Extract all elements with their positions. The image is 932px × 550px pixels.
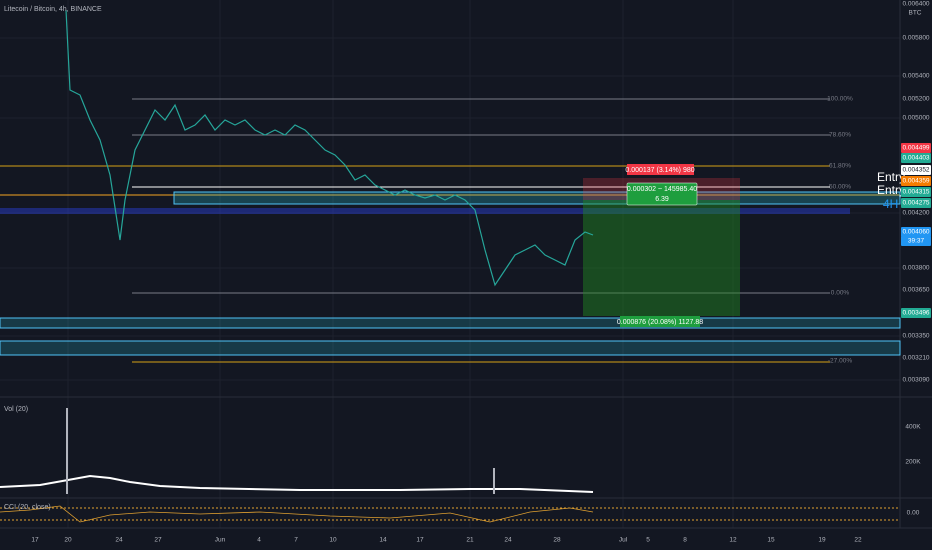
- date-label: 19: [818, 537, 826, 544]
- zone: [0, 208, 850, 214]
- fib-label: 50.00%: [829, 184, 851, 191]
- price-label: 39:37: [908, 238, 925, 245]
- price-tag: [901, 187, 931, 197]
- volume-bar: [493, 468, 495, 494]
- fib-label: 61.80%: [829, 163, 851, 170]
- fib-label: 100.00%: [827, 96, 853, 103]
- date-label: 24: [115, 537, 123, 544]
- date-label: Jul: [619, 537, 628, 544]
- price-tag: [901, 198, 931, 208]
- fib-label: 78.60%: [829, 132, 851, 139]
- price-label: 0.004275: [902, 200, 929, 207]
- date-label: 22: [854, 537, 862, 544]
- price-tag: [901, 176, 931, 186]
- price-tag: [901, 143, 931, 153]
- grid: [0, 0, 900, 528]
- volume-title: Vol (20): [4, 406, 28, 413]
- price-line: [65, 9, 594, 287]
- date-label: 8: [683, 537, 687, 544]
- zone: [0, 340, 901, 356]
- date-label: 14: [379, 537, 387, 544]
- price-label: 0.003800: [902, 265, 929, 272]
- fib-label: -27.00%: [828, 358, 852, 365]
- price-label: 0.004315: [902, 189, 929, 196]
- date-label: Jun: [215, 537, 226, 544]
- date-label: 15: [767, 537, 775, 544]
- price-label: 0.004060: [902, 229, 929, 236]
- zone: [173, 191, 901, 205]
- fib-lines: [0, 98, 900, 363]
- date-label: 21: [466, 537, 474, 544]
- date-label: 20: [64, 537, 72, 544]
- volume-bar: [66, 408, 68, 494]
- date-label: 10: [329, 537, 337, 544]
- price-tag: [901, 165, 931, 175]
- price-label: 0.005400: [902, 73, 929, 80]
- price-label: 0.003496: [902, 310, 929, 317]
- axis-unit: BTC: [909, 10, 922, 17]
- zone: [0, 317, 901, 329]
- price-label: 0.004359: [902, 178, 929, 185]
- header-title: Litecoin / Bitcoin, 4h, BINANCE: [4, 6, 102, 13]
- fib-label: 0.00%: [831, 290, 850, 297]
- cci-line: [0, 505, 594, 523]
- ratio-label: 6.39: [655, 196, 669, 203]
- volume-tick: 400K: [905, 424, 921, 431]
- date-label: 17: [31, 537, 39, 544]
- open-box: [626, 182, 698, 206]
- price-label: 0.004499: [902, 145, 929, 152]
- price-label: 0.005800: [902, 35, 929, 42]
- entry-label: Entry: [877, 170, 905, 184]
- price-label: 0.003650: [902, 287, 929, 294]
- date-label: 12: [729, 537, 737, 544]
- price-label: 0.005200: [902, 96, 929, 103]
- entry-label: Entry: [877, 183, 905, 197]
- target-label: 0.000876 (20.08%) 1127.88: [617, 319, 703, 326]
- target-box: [620, 316, 700, 327]
- stop-label: 0.000137 (3.14%) 980: [625, 167, 694, 174]
- date-label: 5: [646, 537, 650, 544]
- open-label: 0.000302 ~ 145985.40: [627, 186, 697, 193]
- price-label: 0.006400: [902, 1, 929, 8]
- stop-box: [627, 164, 694, 175]
- date-label: 4: [257, 537, 261, 544]
- price-label: 0.003210: [902, 355, 929, 362]
- price-label: 0.003350: [902, 333, 929, 340]
- target-zone: [583, 200, 740, 316]
- date-label: 28: [553, 537, 561, 544]
- price-label: 0.004352: [902, 167, 929, 174]
- price-tag: [901, 308, 931, 318]
- date-label: 17: [416, 537, 424, 544]
- price-label: 0.004403: [902, 155, 929, 162]
- price-label: 0.004200: [902, 210, 929, 217]
- date-label: 7: [294, 537, 298, 544]
- price-tag: [901, 227, 931, 237]
- price-tag: [901, 153, 931, 163]
- date-label: 24: [504, 537, 512, 544]
- cci-title: CCI (20, close): [4, 504, 51, 511]
- timeframe-label: 4H: [883, 197, 898, 211]
- date-label: 27: [154, 537, 162, 544]
- price-label: 0.003090: [902, 377, 929, 384]
- volume-tick: 200K: [905, 459, 921, 466]
- cci-tick: 0.00: [907, 510, 920, 517]
- price-label: 0.005000: [902, 115, 929, 122]
- price-tag: [901, 236, 931, 246]
